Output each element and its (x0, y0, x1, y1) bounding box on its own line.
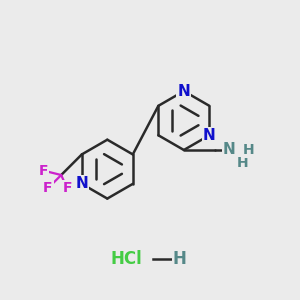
Text: H: H (172, 250, 186, 268)
Text: H: H (237, 156, 248, 170)
Text: N: N (75, 176, 88, 191)
Text: N: N (223, 142, 236, 158)
Text: F: F (39, 164, 48, 178)
Text: N: N (203, 128, 216, 143)
Text: H: H (243, 143, 254, 157)
Text: F: F (62, 181, 72, 195)
Text: F: F (43, 181, 53, 195)
Text: N: N (178, 84, 190, 99)
Text: HCl: HCl (111, 250, 142, 268)
